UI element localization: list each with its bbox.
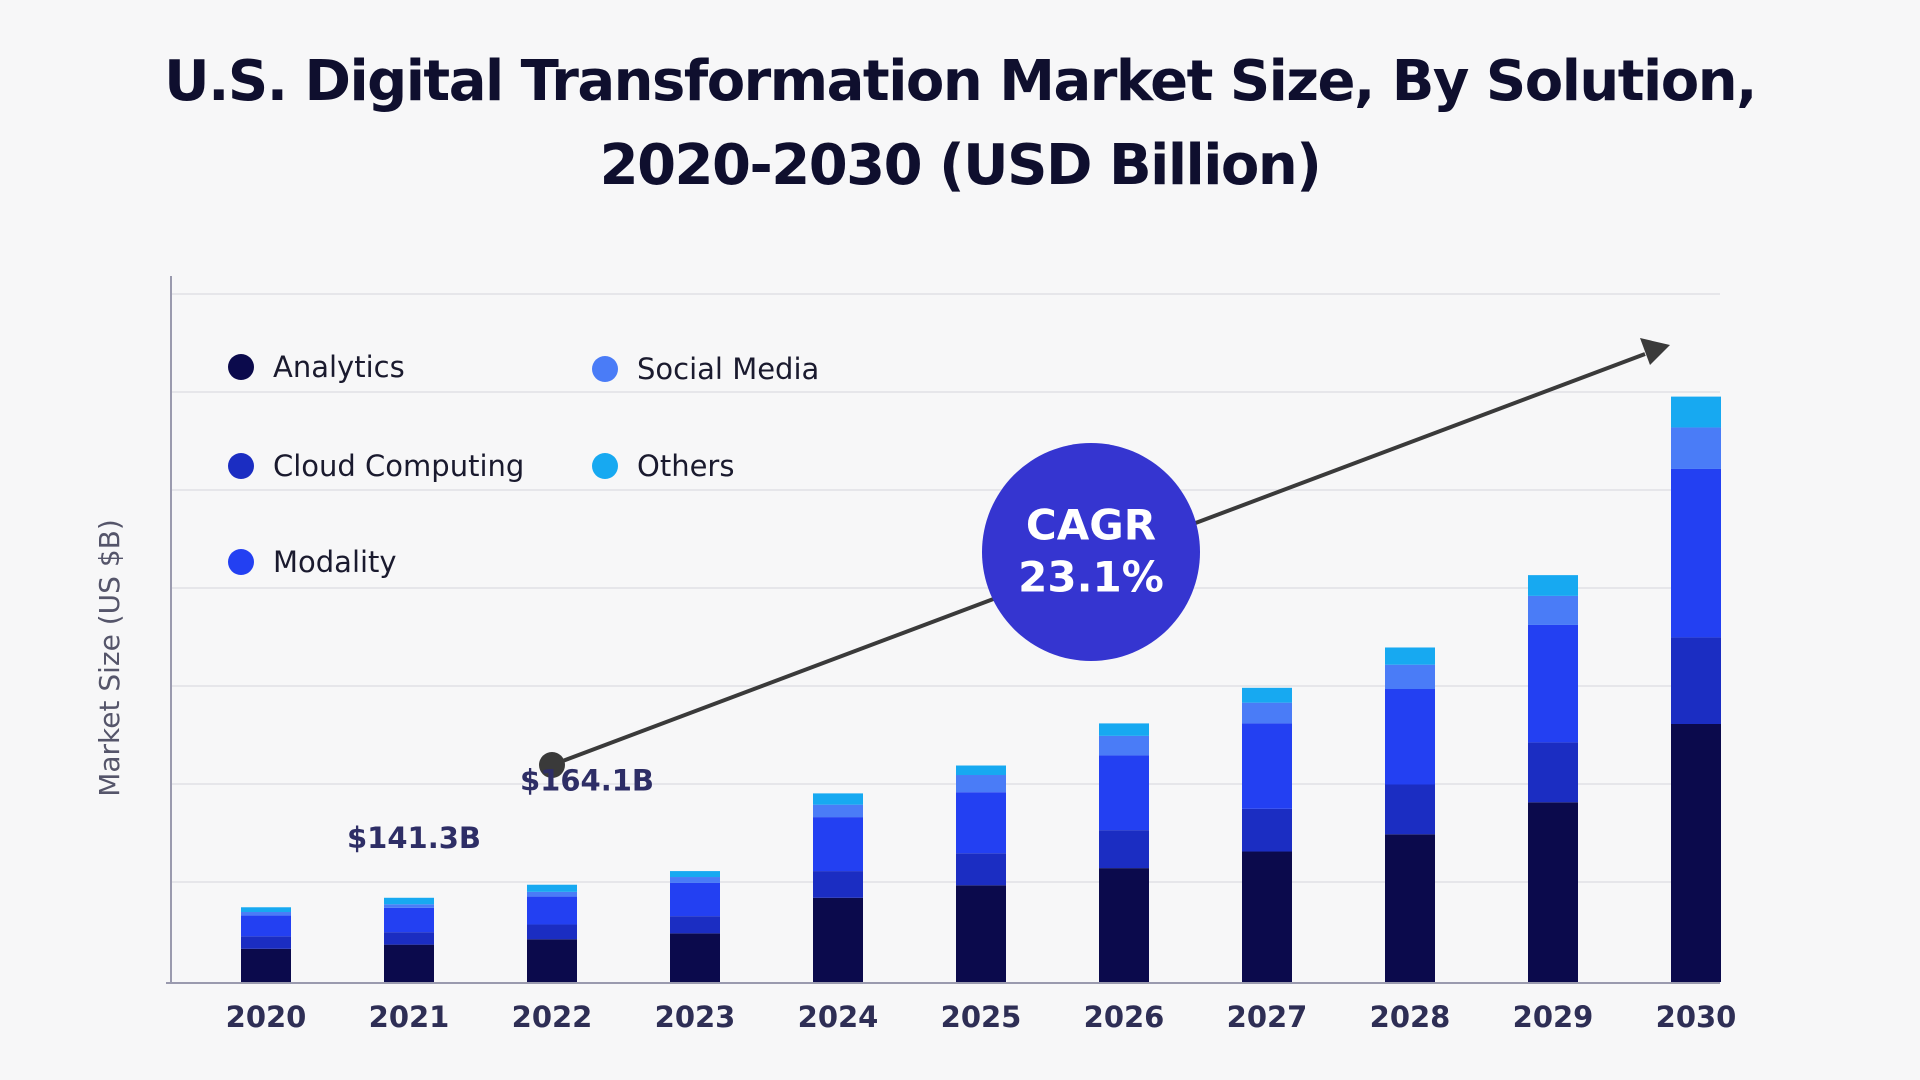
bar-segment bbox=[241, 907, 291, 913]
legend-label: Analytics bbox=[273, 350, 405, 384]
cagr-value: 23.1% bbox=[1018, 553, 1164, 602]
bar-segment bbox=[384, 904, 434, 908]
bar-segment bbox=[1671, 637, 1721, 724]
x-tick-label: 2021 bbox=[369, 1000, 450, 1034]
grid bbox=[172, 293, 1720, 883]
legend-marker bbox=[592, 453, 618, 479]
arrow-start bbox=[539, 752, 565, 778]
bar-segment bbox=[813, 817, 863, 872]
bar-segment bbox=[527, 884, 577, 892]
bar-segment bbox=[241, 912, 291, 916]
legend-label: Modality bbox=[273, 545, 397, 579]
bar-segment bbox=[1099, 830, 1149, 869]
x-tick-label: 2023 bbox=[655, 1000, 736, 1034]
x-tick-label: 2026 bbox=[1084, 1000, 1165, 1034]
bar-segment bbox=[956, 775, 1006, 793]
bar-segment bbox=[384, 897, 434, 905]
bar-segment bbox=[670, 871, 720, 878]
bar-segment bbox=[1671, 468, 1721, 638]
x-tick-label: 2029 bbox=[1513, 1000, 1594, 1034]
bar-segment bbox=[241, 915, 291, 937]
x-tick-label: 2030 bbox=[1656, 1000, 1737, 1034]
bar-segment bbox=[1671, 724, 1721, 982]
annotation: $164.1B bbox=[520, 764, 654, 798]
bar-segment bbox=[1099, 723, 1149, 736]
legend-marker bbox=[228, 354, 254, 380]
bar-segment bbox=[527, 924, 577, 940]
legend-label: Cloud Computing bbox=[273, 449, 524, 483]
y-axis-label: Market Size (US $B) bbox=[93, 519, 126, 797]
bar-segment bbox=[956, 853, 1006, 886]
bar-segment bbox=[384, 907, 434, 933]
bar-segment bbox=[1242, 723, 1292, 809]
bar-segment bbox=[1528, 575, 1578, 596]
bar-segment bbox=[1528, 624, 1578, 743]
bar-segment bbox=[1528, 802, 1578, 982]
legend-label: Social Media bbox=[637, 352, 819, 386]
arrow-head bbox=[1640, 338, 1670, 365]
bar-segment bbox=[1385, 689, 1435, 785]
bar-segment bbox=[813, 793, 863, 805]
x-tick-label: 2025 bbox=[941, 1000, 1022, 1034]
bar-segment bbox=[1385, 834, 1435, 982]
x-tick-label: 2020 bbox=[226, 1000, 307, 1034]
bar-segment bbox=[813, 897, 863, 982]
bar-segment bbox=[384, 932, 434, 945]
chart-title: U.S. Digital Transformation Market Size,… bbox=[164, 49, 1757, 198]
legend-marker bbox=[228, 549, 254, 575]
x-tick-label: 2028 bbox=[1370, 1000, 1451, 1034]
bar-segment bbox=[1242, 808, 1292, 852]
bar-segment bbox=[670, 933, 720, 982]
x-tick-label: 2027 bbox=[1227, 1000, 1308, 1034]
bar-segment bbox=[1671, 396, 1721, 428]
legend-marker bbox=[228, 453, 254, 479]
bar-segment bbox=[1099, 868, 1149, 982]
cagr-label: CAGR bbox=[1026, 501, 1156, 550]
bar-segment bbox=[527, 891, 577, 897]
bar-segment bbox=[1242, 687, 1292, 703]
bar-segment bbox=[527, 896, 577, 925]
annotation: $141.3B bbox=[347, 821, 481, 855]
bar-segment bbox=[1099, 735, 1149, 756]
bar-segment bbox=[1385, 647, 1435, 665]
bar-segment bbox=[1528, 595, 1578, 625]
bar-segment bbox=[956, 885, 1006, 982]
bar-segment bbox=[1671, 427, 1721, 469]
bar-segment bbox=[1385, 784, 1435, 835]
cagr-badge bbox=[982, 443, 1200, 661]
bar-segment bbox=[956, 792, 1006, 854]
bar-segment bbox=[1242, 851, 1292, 982]
bar-segment bbox=[241, 936, 291, 949]
bar-segment bbox=[1385, 664, 1435, 690]
bar-segment bbox=[241, 948, 291, 982]
bar-segment bbox=[670, 877, 720, 883]
bar-segment bbox=[670, 916, 720, 934]
bar-segment bbox=[1528, 742, 1578, 803]
x-tick-label: 2022 bbox=[512, 1000, 593, 1034]
legend-marker bbox=[592, 356, 618, 382]
bar-segment bbox=[956, 765, 1006, 776]
bars bbox=[241, 396, 1721, 982]
bar-segment bbox=[1242, 702, 1292, 724]
bar-segment bbox=[813, 804, 863, 818]
bar-segment bbox=[527, 939, 577, 982]
legend-label: Others bbox=[637, 449, 734, 483]
x-tick-label: 2024 bbox=[798, 1000, 879, 1034]
bar-segment bbox=[1099, 755, 1149, 831]
bar-segment bbox=[670, 882, 720, 917]
bar-segment bbox=[813, 871, 863, 898]
bar-segment bbox=[384, 944, 434, 982]
